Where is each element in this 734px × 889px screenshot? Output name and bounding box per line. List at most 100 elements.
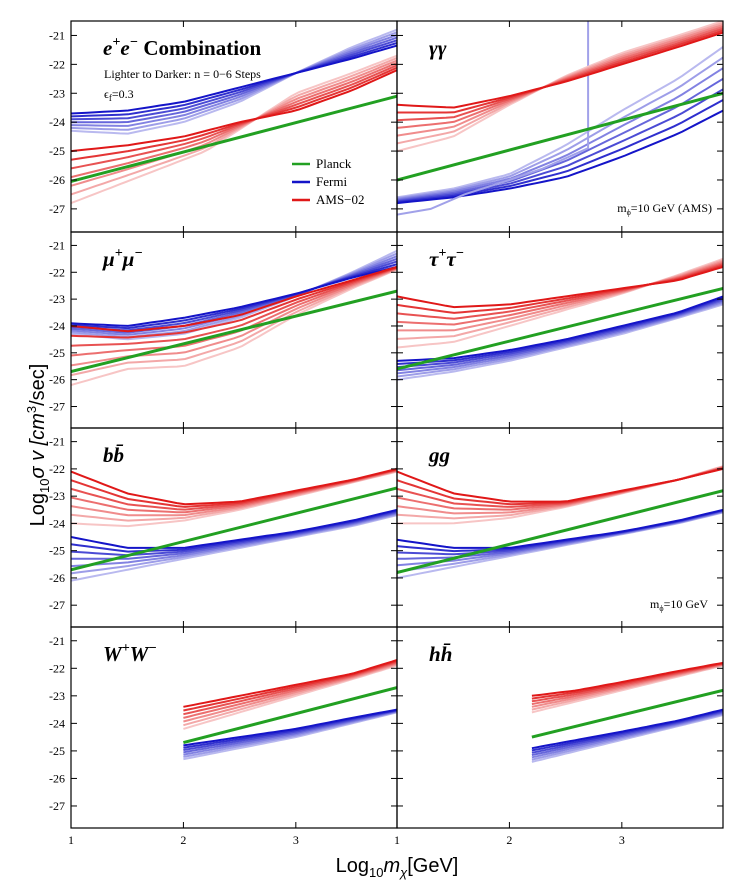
- planck-curve: [71, 289, 397, 374]
- y-tick-label: -24: [49, 319, 65, 333]
- x-tick-label: 1: [394, 833, 400, 847]
- panel-mumu: [71, 249, 397, 386]
- ams-curve-n1: [71, 57, 397, 196]
- y-tick-label: -22: [49, 265, 65, 279]
- y-tick-label: -21: [49, 435, 65, 449]
- ams-curve-n1: [71, 268, 397, 377]
- ams-curve-n6: [531, 661, 723, 697]
- y-tick-label: -23: [49, 489, 65, 503]
- y-tick-label: -23: [49, 689, 65, 703]
- ams-curve-n1: [397, 465, 723, 520]
- panel-ee: [71, 28, 397, 205]
- frames-layer: [70, 20, 724, 829]
- x-axis-title: Log10mχ[GeV]: [336, 855, 459, 880]
- fermi-step-curve: [397, 21, 590, 216]
- x-tick-label: 1: [68, 833, 74, 847]
- ams-curve-n0: [71, 54, 397, 205]
- y-tick-label: -26: [49, 373, 65, 387]
- fermi-curve-n1: [71, 31, 397, 131]
- ams-curve-n6: [397, 265, 723, 309]
- y-tick-label: -27: [49, 400, 65, 414]
- y-tick-label: -24: [49, 115, 65, 129]
- panel-title-gg: gg: [428, 443, 450, 467]
- panel-title-mumu: μ+μ−: [102, 246, 143, 271]
- x-tick-label: 3: [293, 833, 299, 847]
- y-tick-label: -24: [49, 516, 65, 530]
- planck-curve: [397, 91, 723, 182]
- fermi-curve-n6: [397, 109, 723, 205]
- fermi-curve-n5: [71, 41, 397, 118]
- ams-curve-n5: [71, 266, 397, 339]
- ams-curve-n0: [397, 465, 723, 525]
- x-tick-label: 2: [180, 833, 186, 847]
- y-tick-label: -27: [49, 598, 65, 612]
- panels-layer: [71, 21, 723, 763]
- y-tick-label: -25: [49, 346, 65, 360]
- y-tick-label: -24: [49, 716, 65, 730]
- fermi-curve-n6: [183, 708, 397, 747]
- fermi-curve-n6: [531, 708, 723, 750]
- ams-curve-n5: [397, 467, 723, 506]
- ticks-layer: -21 -22 -23 -24 -25 -26 -27 e+e− Combination γγ -…: [49, 21, 723, 847]
- panel-title-hh: hh̄: [429, 642, 452, 666]
- y-tick-label: -21: [49, 634, 65, 648]
- planck-curve: [71, 94, 397, 183]
- fermi-curve-n1: [71, 252, 397, 339]
- fermi-curve-n6: [397, 508, 723, 549]
- fermi-curve-n2: [71, 255, 397, 336]
- y-tick-label: -21: [49, 28, 65, 42]
- panel-hh: [531, 661, 723, 763]
- y-tick-label: -23: [49, 292, 65, 306]
- legend: Planck Fermi AMS−02: [292, 156, 365, 207]
- epsilon-note: ϵf=0.3: [104, 87, 134, 103]
- fermi-curve-n4: [71, 39, 397, 121]
- ams-curve-n6: [71, 265, 397, 333]
- panel-tautau: [397, 257, 723, 381]
- mphi-ams-note: mϕ=10 GeV (AMS): [617, 201, 712, 217]
- panel-title-ee: e+e− Combination: [103, 35, 262, 60]
- y-tick-label: -21: [49, 238, 65, 252]
- panel-title-bb: bb̄: [103, 443, 124, 467]
- y-tick-label: -23: [49, 86, 65, 100]
- ams-curve-n2: [397, 260, 723, 332]
- y-tick-label: -25: [49, 744, 65, 758]
- y-tick-label: -25: [49, 144, 65, 158]
- planck-curve: [531, 688, 723, 739]
- ams-curve-n2: [71, 59, 397, 187]
- fermi-curve-n1: [397, 56, 723, 200]
- panel-title-tautau: τ+τ−: [429, 246, 464, 271]
- ams-curve-n4: [71, 64, 397, 170]
- y-tick-label: -22: [49, 661, 65, 675]
- panel-title-ww: W+W−: [103, 641, 157, 666]
- ams-curve-n0: [397, 257, 723, 349]
- fermi-curve-n6: [71, 265, 397, 327]
- planck-curve: [71, 486, 397, 572]
- y-tick-label: -22: [49, 57, 65, 71]
- x-tick-label: 3: [619, 833, 625, 847]
- x-tick-label: 2: [506, 833, 512, 847]
- y-tick-label: -27: [49, 202, 65, 216]
- legend-label-planck: Planck: [316, 156, 352, 171]
- ams-curve-n5: [71, 66, 397, 161]
- y-tick-label: -27: [49, 799, 65, 813]
- fermi-curve-n6: [71, 508, 397, 549]
- legend-label-fermi: Fermi: [316, 174, 347, 189]
- fermi-curve-n3: [71, 36, 397, 124]
- y-tick-label: -22: [49, 462, 65, 476]
- y-axis-title: Log10σ v [cm3/sec]: [24, 364, 52, 527]
- ams-curve-n6: [71, 69, 397, 153]
- ams-curve-n3: [71, 61, 397, 179]
- fermi-curve-n6: [71, 44, 397, 115]
- panel-frame-hh: [396, 626, 724, 829]
- ams-curve-n0: [71, 268, 397, 386]
- ams-curve-n4: [71, 266, 397, 347]
- fermi-curve-n4: [397, 88, 723, 203]
- subtitle-note: Lighter to Darker: n = 0−6 Steps: [104, 67, 261, 81]
- mphi-gg-note: mϕ=10 GeV: [650, 597, 708, 613]
- y-tick-label: -26: [49, 173, 65, 187]
- fermi-curve-n2: [71, 34, 397, 127]
- panel-bb: [71, 467, 397, 582]
- y-tick-label: -25: [49, 544, 65, 558]
- ams-curve-n6: [397, 467, 723, 503]
